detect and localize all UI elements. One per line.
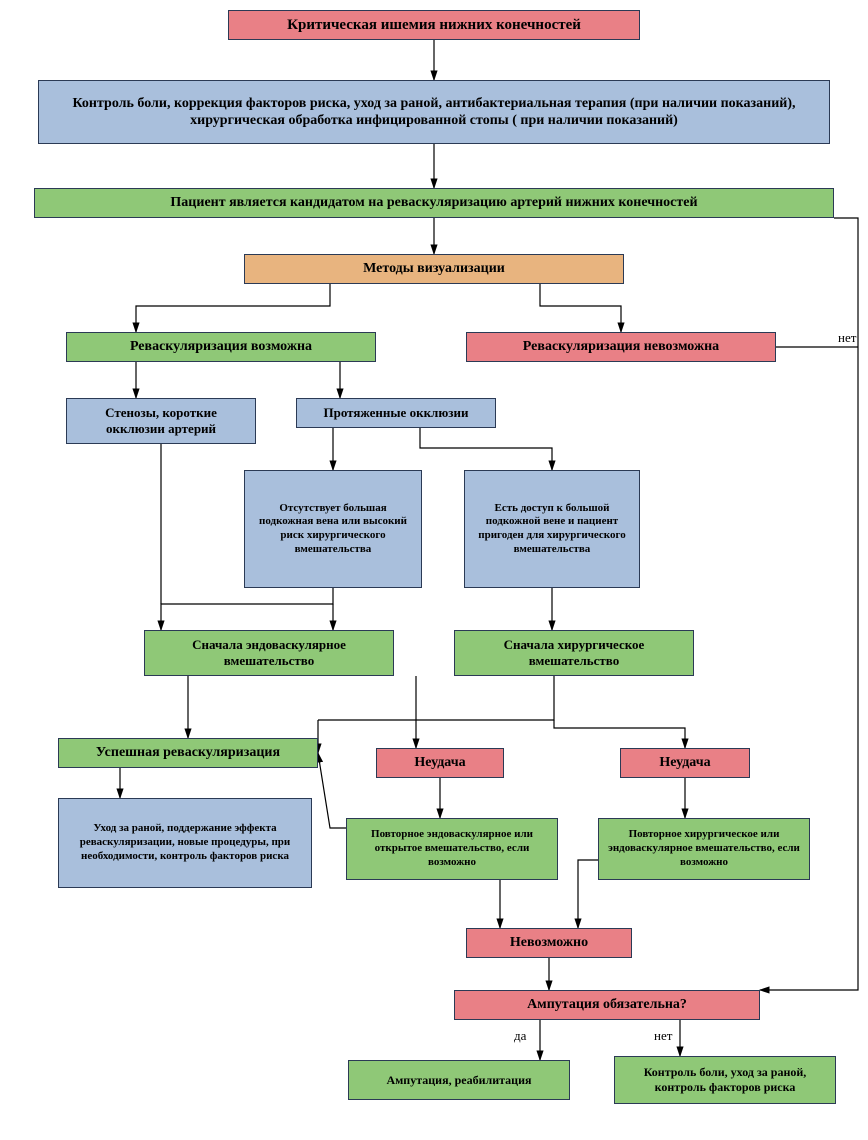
- edge-26: [578, 860, 598, 928]
- flowchart-canvas: Критическая ишемия нижних конечностей Кон…: [0, 0, 868, 1140]
- node-n9: Отсутствует большая подкожная вена или в…: [244, 470, 422, 588]
- node-n20: Ампутация обязательна?: [454, 990, 760, 1020]
- node-n2: Контроль боли, коррекция факторов риска,…: [38, 80, 830, 144]
- node-n5: Реваскуляризация возможна: [66, 332, 376, 362]
- node-n11: Сначала эндоваскулярное вмешательство: [144, 630, 394, 676]
- node-n18: Повторное хирургическое или эндоваскуляр…: [598, 818, 810, 880]
- edge-4: [540, 284, 621, 332]
- node-n21: Ампутация, реабилитация: [348, 1060, 570, 1100]
- label-l_da: да: [514, 1028, 526, 1044]
- node-n22: Контроль боли, уход за раной, контроль ф…: [614, 1056, 836, 1104]
- edge-18: [318, 676, 554, 720]
- edge-20: [554, 720, 685, 748]
- node-n8: Протяженные окклюзии: [296, 398, 496, 428]
- node-n10: Есть доступ к большой подкожной вене и п…: [464, 470, 640, 588]
- edge-3: [136, 284, 330, 332]
- node-n3: Пациент является кандидатом на реваскуля…: [34, 188, 834, 218]
- node-n1: Критическая ишемия нижних конечностей: [228, 10, 640, 40]
- node-n6: Реваскуляризация невозможна: [466, 332, 776, 362]
- node-n13: Успешная реваскуляризация: [58, 738, 318, 768]
- label-l_net_bot: нет: [654, 1028, 672, 1044]
- label-l_net_top: нет: [838, 330, 856, 346]
- node-n19: Невозможно: [466, 928, 632, 958]
- edge-12: [161, 588, 333, 620]
- node-n4: Методы визуализации: [244, 254, 624, 284]
- edges-layer: [0, 0, 868, 1140]
- node-n15: Неудача: [620, 748, 750, 778]
- node-n14: Неудача: [376, 748, 504, 778]
- node-n12: Сначала хирургическое вмешательство: [454, 630, 694, 676]
- node-n16: Уход за раной, поддержание эффекта ревас…: [58, 798, 312, 888]
- edge-11: [420, 428, 552, 470]
- node-n7: Стенозы, короткие окклюзии артерий: [66, 398, 256, 444]
- node-n17: Повторное эндоваскулярное или открытое в…: [346, 818, 558, 880]
- edge-24: [318, 753, 346, 828]
